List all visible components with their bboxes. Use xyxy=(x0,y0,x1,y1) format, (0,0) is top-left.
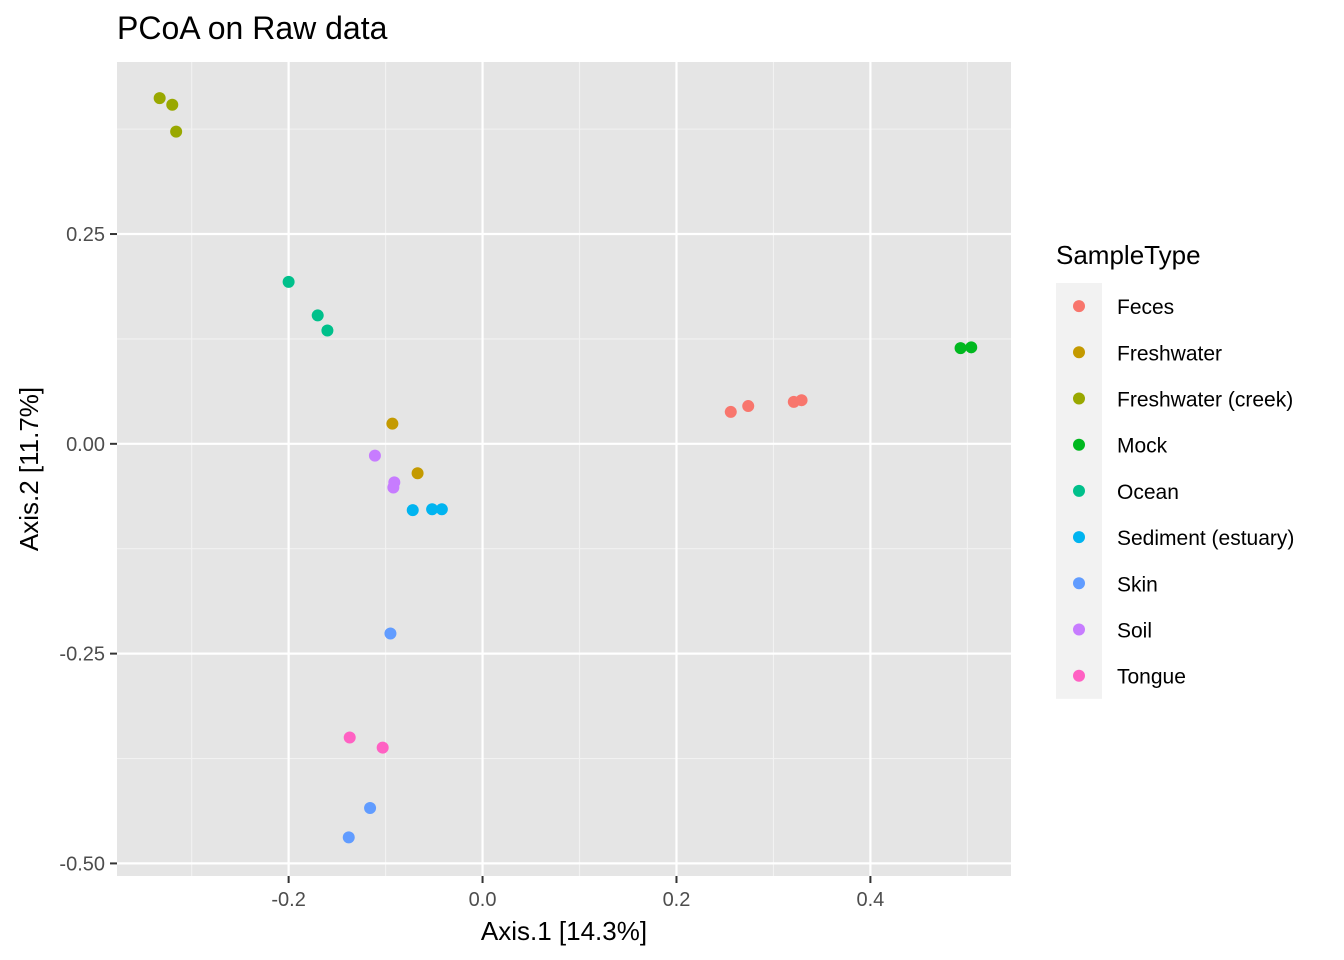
legend-key xyxy=(1073,623,1085,636)
x-tick-label: 0.4 xyxy=(856,889,884,911)
legend-entries: Feces Freshwater Freshwater (creek) Mock Oce… xyxy=(1073,296,1294,689)
legend-label: Mock xyxy=(1117,435,1168,458)
legend-label: Tongue xyxy=(1117,666,1186,689)
x-tick-label: 0.2 xyxy=(663,889,691,911)
x-tick-labels: -0.2 0.0 0.2 0.4 xyxy=(271,889,884,911)
data-point-sediment-estuary xyxy=(435,503,448,516)
y-tick-label: -0.25 xyxy=(59,644,105,666)
data-point-tongue xyxy=(376,741,389,754)
data-point-freshwater-creek xyxy=(153,92,166,105)
legend: SampleType Feces Freshwater Freshwater (cr… xyxy=(1056,240,1294,699)
legend-label: Sediment (estuary) xyxy=(1117,527,1294,550)
data-point-soil xyxy=(387,481,400,494)
plot-panel xyxy=(117,62,1011,876)
legend-label: Feces xyxy=(1117,296,1174,319)
legend-key xyxy=(1073,531,1085,544)
data-point-skin xyxy=(384,627,397,640)
legend-key xyxy=(1073,346,1085,359)
legend-key xyxy=(1073,577,1085,590)
data-point-mock xyxy=(954,342,967,355)
data-point-feces xyxy=(742,400,755,413)
chart-title: PCoA on Raw data xyxy=(117,10,388,46)
x-tick-label: -0.2 xyxy=(271,889,305,911)
data-point-freshwater-creek xyxy=(170,125,183,138)
data-point-freshwater-creek xyxy=(166,98,179,111)
y-tick-label: 0.00 xyxy=(66,434,105,456)
x-tick-label: 0.0 xyxy=(469,889,497,911)
y-tick-label: -0.50 xyxy=(59,853,105,875)
y-tick-label: 0.25 xyxy=(66,224,105,246)
data-point-feces xyxy=(724,405,737,418)
grid-lines xyxy=(117,62,1011,876)
data-point-ocean xyxy=(321,324,334,337)
data-point-sediment-estuary xyxy=(406,504,419,517)
legend-key xyxy=(1073,484,1085,497)
data-point-mock xyxy=(965,341,978,354)
legend-key xyxy=(1073,438,1085,451)
legend-label: Skin xyxy=(1117,573,1158,596)
data-point-ocean xyxy=(282,275,295,288)
data-point-soil xyxy=(368,449,381,462)
data-point-tongue xyxy=(343,731,356,744)
data-point-ocean xyxy=(311,309,324,322)
legend-key xyxy=(1073,300,1085,313)
x-axis-title: Axis.1 [14.3%] xyxy=(481,916,647,946)
y-tick-labels: -0.50 -0.25 0.00 0.25 xyxy=(59,224,105,875)
data-point-feces xyxy=(795,394,808,407)
data-points xyxy=(153,92,978,844)
legend-key xyxy=(1073,669,1085,682)
data-point-skin xyxy=(342,831,355,844)
legend-key xyxy=(1073,392,1085,405)
legend-label: Soil xyxy=(1117,620,1152,643)
legend-title: SampleType xyxy=(1056,240,1201,270)
y-axis-title: Axis.2 [11.7%] xyxy=(14,387,44,551)
data-point-freshwater xyxy=(411,467,424,480)
axis-ticks xyxy=(110,233,872,883)
legend-label: Freshwater xyxy=(1117,342,1222,365)
data-point-skin xyxy=(364,802,377,815)
legend-label: Freshwater (creek) xyxy=(1117,389,1293,412)
data-point-freshwater xyxy=(386,417,399,430)
data-point-sediment-estuary xyxy=(426,503,439,516)
legend-label: Ocean xyxy=(1117,481,1179,504)
